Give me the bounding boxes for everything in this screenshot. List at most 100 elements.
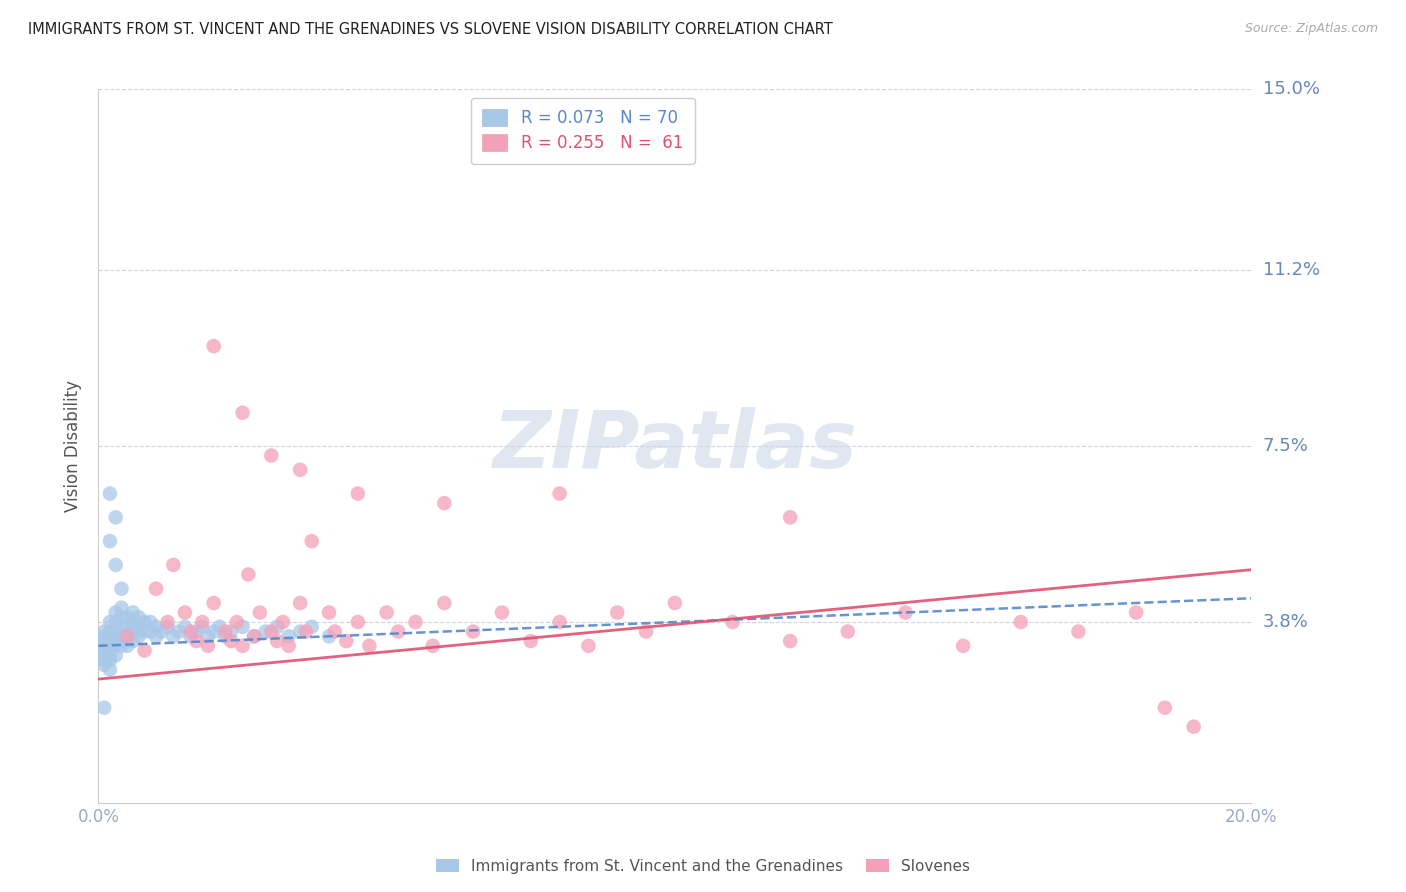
Text: IMMIGRANTS FROM ST. VINCENT AND THE GRENADINES VS SLOVENE VISION DISABILITY CORR: IMMIGRANTS FROM ST. VINCENT AND THE GREN…	[28, 22, 832, 37]
Point	[779, 634, 801, 648]
Point	[98, 615, 121, 629]
Point	[295, 624, 318, 639]
Point	[156, 620, 179, 634]
Point	[1010, 615, 1032, 629]
Point	[93, 639, 115, 653]
Point	[387, 624, 409, 639]
Point	[238, 567, 260, 582]
Point	[117, 629, 138, 643]
Point	[93, 634, 115, 648]
Point	[98, 624, 121, 639]
Point	[318, 606, 340, 620]
Point	[93, 624, 115, 639]
Point	[346, 486, 368, 500]
Point	[167, 624, 190, 639]
Point	[104, 634, 127, 648]
Point	[323, 624, 346, 639]
Point	[225, 615, 247, 629]
Point	[98, 653, 121, 667]
Point	[93, 657, 115, 672]
Point	[260, 624, 283, 639]
Point	[214, 624, 236, 639]
Text: 3.8%: 3.8%	[1263, 613, 1309, 631]
Point	[254, 624, 277, 639]
Point	[277, 629, 299, 643]
Point	[117, 639, 138, 653]
Point	[98, 663, 121, 677]
Point	[104, 615, 127, 629]
Point	[290, 463, 312, 477]
Point	[110, 582, 132, 596]
Point	[346, 615, 368, 629]
Point	[134, 624, 156, 639]
Y-axis label: Vision Disability: Vision Disability	[65, 380, 83, 512]
Point	[145, 582, 167, 596]
Point	[191, 615, 214, 629]
Legend: R = 0.073   N = 70, R = 0.255   N =  61: R = 0.073 N = 70, R = 0.255 N = 61	[471, 97, 695, 164]
Text: Source: ZipAtlas.com: Source: ZipAtlas.com	[1244, 22, 1378, 36]
Point	[606, 606, 628, 620]
Point	[104, 510, 127, 524]
Point	[721, 615, 744, 629]
Point	[461, 624, 484, 639]
Point	[186, 634, 208, 648]
Point	[548, 486, 571, 500]
Point	[98, 634, 121, 648]
Point	[145, 629, 167, 643]
Point	[93, 648, 115, 663]
Point	[134, 643, 156, 657]
Point	[180, 629, 202, 643]
Point	[219, 624, 242, 639]
Point	[104, 639, 127, 653]
Point	[318, 629, 340, 643]
Point	[290, 596, 312, 610]
Point	[122, 615, 145, 629]
Point	[202, 339, 225, 353]
Point	[162, 558, 184, 572]
Point	[202, 624, 225, 639]
Point	[139, 615, 162, 629]
Point	[277, 639, 299, 653]
Point	[219, 634, 242, 648]
Point	[98, 639, 121, 653]
Point	[301, 620, 323, 634]
Point	[1182, 720, 1205, 734]
Point	[433, 596, 456, 610]
Point	[664, 596, 686, 610]
Point	[93, 653, 115, 667]
Point	[197, 639, 219, 653]
Point	[93, 643, 115, 657]
Point	[422, 639, 444, 653]
Point	[104, 624, 127, 639]
Point	[98, 648, 121, 663]
Legend: Immigrants from St. Vincent and the Grenadines, Slovenes: Immigrants from St. Vincent and the Gren…	[430, 853, 976, 880]
Text: 11.2%: 11.2%	[1263, 261, 1320, 279]
Text: 7.5%: 7.5%	[1263, 437, 1309, 455]
Point	[145, 620, 167, 634]
Point	[117, 610, 138, 624]
Point	[156, 615, 179, 629]
Point	[122, 624, 145, 639]
Point	[197, 629, 219, 643]
Point	[134, 615, 156, 629]
Point	[117, 629, 138, 643]
Point	[104, 606, 127, 620]
Point	[433, 496, 456, 510]
Text: ZIPatlas: ZIPatlas	[492, 407, 858, 485]
Point	[271, 615, 294, 629]
Point	[93, 629, 115, 643]
Point	[98, 534, 121, 549]
Point	[894, 606, 917, 620]
Point	[779, 510, 801, 524]
Point	[266, 620, 288, 634]
Point	[117, 620, 138, 634]
Point	[375, 606, 398, 620]
Point	[110, 620, 132, 634]
Point	[174, 620, 197, 634]
Point	[1067, 624, 1090, 639]
Point	[243, 629, 266, 643]
Point	[952, 639, 974, 653]
Point	[93, 700, 115, 714]
Point	[359, 639, 381, 653]
Point	[214, 629, 236, 643]
